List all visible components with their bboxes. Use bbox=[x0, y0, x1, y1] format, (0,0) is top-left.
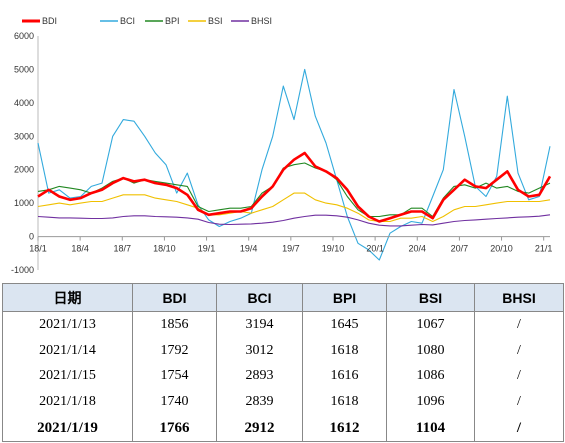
legend-label-bci: BCI bbox=[120, 16, 135, 26]
cell-bhsi: / bbox=[474, 337, 564, 364]
table-row: 2021/1/13 1856 3194 1645 1067 / bbox=[2, 311, 564, 338]
x-tick-label: 20/4 bbox=[408, 244, 426, 254]
cell-date: 2021/1/15 bbox=[2, 363, 133, 390]
y-tick-label: 6000 bbox=[14, 31, 34, 41]
cell-bpi: 1618 bbox=[302, 337, 387, 364]
cell-bsi: 1096 bbox=[386, 389, 475, 416]
x-tick-label: 19/4 bbox=[240, 244, 258, 254]
table-header-row: 日期 BDI BCI BPI BSI BHSI bbox=[2, 283, 564, 312]
cell-date: 2021/1/18 bbox=[2, 389, 133, 416]
table-row: 2021/1/15 1754 2893 1616 1086 / bbox=[2, 363, 564, 390]
cell-date: 2021/1/19 bbox=[2, 415, 133, 442]
cell-bsi: 1086 bbox=[386, 363, 475, 390]
table-row: 2021/1/18 1740 2839 1618 1096 / bbox=[2, 389, 564, 416]
y-tick-label: 0 bbox=[29, 232, 34, 242]
cell-bdi: 1754 bbox=[132, 363, 217, 390]
cell-bhsi: / bbox=[474, 415, 564, 442]
header-date: 日期 bbox=[2, 283, 133, 312]
x-tick-label: 19/10 bbox=[322, 244, 345, 254]
header-bdi: BDI bbox=[132, 283, 217, 312]
header-bsi: BSI bbox=[386, 283, 475, 312]
header-bpi: BPI bbox=[302, 283, 387, 312]
y-tick-label: 4000 bbox=[14, 98, 34, 108]
cell-date: 2021/1/13 bbox=[2, 311, 133, 338]
x-axis: 18/1 18/4 18/7 18/10 19/1 19/4 19/7 19/10 20/1 20… bbox=[29, 236, 553, 254]
y-tick-label: 5000 bbox=[14, 64, 34, 74]
cell-bhsi: / bbox=[474, 389, 564, 416]
cell-bci: 2912 bbox=[216, 415, 303, 442]
x-tick-label: 18/4 bbox=[71, 244, 89, 254]
cell-bci: 2839 bbox=[216, 389, 303, 416]
plot-area bbox=[37, 68, 552, 261]
cell-bsi: 1104 bbox=[386, 415, 475, 442]
series-line-bhsi bbox=[37, 214, 551, 227]
x-tick-label: 18/10 bbox=[153, 244, 176, 254]
cell-bdi: 1766 bbox=[132, 415, 217, 442]
cell-bpi: 1616 bbox=[302, 363, 387, 390]
x-tick-label: 20/7 bbox=[451, 244, 469, 254]
cell-bhsi: / bbox=[474, 311, 564, 338]
y-tick-label: 3000 bbox=[14, 131, 34, 141]
index-table: 日期 BDI BCI BPI BSI BHSI 2021/1/13 1856 3… bbox=[2, 283, 564, 442]
cell-bci: 2893 bbox=[216, 363, 303, 390]
table-row-latest: 2021/1/19 1766 2912 1612 1104 / bbox=[2, 415, 564, 442]
series-line-bsi bbox=[37, 192, 551, 223]
x-tick-label: 18/1 bbox=[29, 244, 47, 254]
cell-bdi: 1856 bbox=[132, 311, 217, 338]
cell-bci: 3194 bbox=[216, 311, 303, 338]
cell-bci: 3012 bbox=[216, 337, 303, 364]
bdi-index-line-chart: BDI BCI BPI BSI BHSI -1000 0 1000 2000 3000 4000 5… bbox=[11, 16, 553, 275]
header-bci: BCI bbox=[216, 283, 303, 312]
legend-label-bdi: BDI bbox=[42, 16, 57, 26]
table-row: 2021/1/14 1792 3012 1618 1080 / bbox=[2, 337, 564, 364]
series-line-bdi bbox=[37, 151, 552, 223]
cell-bhsi: / bbox=[474, 363, 564, 390]
x-tick-label: 21/1 bbox=[535, 244, 553, 254]
cell-bsi: 1080 bbox=[386, 337, 475, 364]
chart-legend: BDI BCI BPI BSI BHSI bbox=[22, 16, 272, 26]
x-tick-label: 19/1 bbox=[198, 244, 216, 254]
cell-bpi: 1612 bbox=[302, 415, 387, 442]
header-bhsi: BHSI bbox=[474, 283, 564, 312]
legend-label-bsi: BSI bbox=[208, 16, 223, 26]
cell-bdi: 1740 bbox=[132, 389, 217, 416]
y-tick-label: 1000 bbox=[14, 198, 34, 208]
cell-bdi: 1792 bbox=[132, 337, 217, 364]
cell-bpi: 1645 bbox=[302, 311, 387, 338]
legend-label-bhsi: BHSI bbox=[251, 16, 272, 26]
cell-bpi: 1618 bbox=[302, 389, 387, 416]
x-tick-label: 18/7 bbox=[114, 244, 132, 254]
y-tick-label: 2000 bbox=[14, 165, 34, 175]
cell-date: 2021/1/14 bbox=[2, 337, 133, 364]
legend-label-bpi: BPI bbox=[165, 16, 180, 26]
y-axis: -1000 0 1000 2000 3000 4000 5000 6000 bbox=[11, 31, 39, 275]
cell-bsi: 1067 bbox=[386, 311, 475, 338]
series-line-bpi bbox=[37, 162, 551, 218]
x-tick-label: 20/1 bbox=[366, 244, 384, 254]
x-tick-label: 19/7 bbox=[282, 244, 300, 254]
series-line-bci bbox=[37, 68, 551, 261]
y-tick-label: -1000 bbox=[11, 265, 34, 275]
x-tick-label: 20/10 bbox=[490, 244, 513, 254]
